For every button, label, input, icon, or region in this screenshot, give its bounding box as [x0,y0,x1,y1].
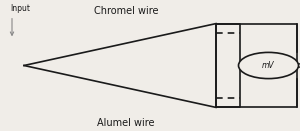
Text: mV: mV [262,61,275,70]
Text: Alumel wire: Alumel wire [97,118,155,128]
Text: Chromel wire: Chromel wire [94,6,158,16]
Circle shape [238,52,298,79]
Text: Input: Input [11,4,31,13]
